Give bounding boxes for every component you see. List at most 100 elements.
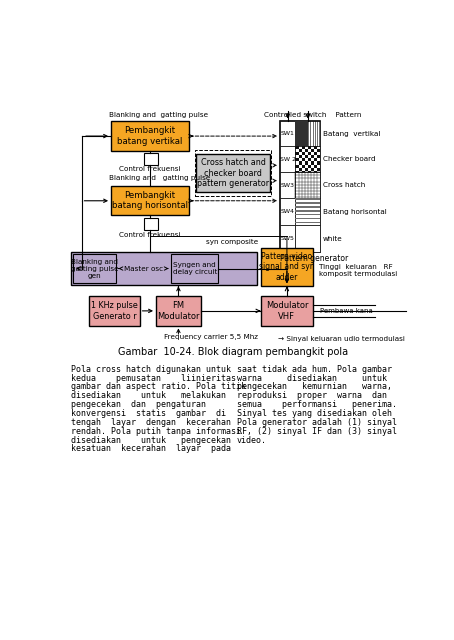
Bar bbox=[314, 159, 317, 161]
Bar bbox=[143, 218, 158, 230]
Text: disediakan    untuk   pengecekan: disediakan untuk pengecekan bbox=[71, 436, 231, 445]
Bar bbox=[280, 225, 296, 252]
Bar bbox=[311, 168, 314, 171]
Text: → Sinyal keluaran udio termodulasi: → Sinyal keluaran udio termodulasi bbox=[278, 335, 405, 342]
Bar bbox=[172, 254, 218, 283]
Bar bbox=[314, 146, 317, 149]
Bar bbox=[296, 221, 320, 223]
Bar bbox=[296, 159, 299, 161]
Bar bbox=[71, 252, 257, 285]
Bar bbox=[317, 161, 320, 164]
Text: 1 KHz pulse
Generato r: 1 KHz pulse Generato r bbox=[91, 301, 138, 321]
Bar bbox=[308, 146, 311, 149]
Bar bbox=[280, 198, 296, 225]
Bar bbox=[301, 146, 305, 149]
Bar bbox=[296, 202, 320, 204]
Text: pengecekan  dan  pengaturan: pengecekan dan pengaturan bbox=[71, 400, 206, 409]
Text: SW 2: SW 2 bbox=[280, 157, 296, 162]
Text: white: white bbox=[323, 236, 342, 242]
Bar bbox=[296, 225, 320, 252]
Text: Syngen and
delay circuit: Syngen and delay circuit bbox=[173, 262, 217, 275]
Bar bbox=[301, 159, 305, 161]
Bar bbox=[317, 149, 320, 152]
Bar bbox=[305, 161, 308, 164]
Bar bbox=[296, 122, 320, 146]
Text: FM
Modulator: FM Modulator bbox=[157, 301, 200, 321]
Text: Frequency carrier 5,5 Mhz: Frequency carrier 5,5 Mhz bbox=[164, 334, 258, 340]
Bar bbox=[314, 171, 317, 174]
Text: kedua    pemusatan    liinieritas: kedua pemusatan liinieritas bbox=[71, 374, 236, 383]
Bar bbox=[296, 210, 320, 212]
Text: Pembangkit
batang vertikal: Pembangkit batang vertikal bbox=[117, 126, 183, 146]
Text: saat tidak ada hum. Pola gambar: saat tidak ada hum. Pola gambar bbox=[237, 365, 391, 374]
Bar bbox=[280, 122, 320, 252]
Bar bbox=[314, 164, 317, 168]
Bar bbox=[111, 122, 188, 150]
Text: semua    performansi   penerima.: semua performansi penerima. bbox=[237, 400, 396, 409]
Bar bbox=[305, 156, 308, 159]
Bar bbox=[305, 168, 308, 171]
Text: kesatuan  kecerahan  layar  pada: kesatuan kecerahan layar pada bbox=[71, 444, 231, 454]
Text: konvergensi  statis  gambar  di: konvergensi statis gambar di bbox=[71, 409, 226, 418]
Bar bbox=[196, 154, 270, 192]
Text: Controlled switch    Pattern: Controlled switch Pattern bbox=[264, 112, 362, 118]
Text: Pola cross hatch digunakan untuk: Pola cross hatch digunakan untuk bbox=[71, 365, 231, 374]
Text: Cross hatch and
checker board
pattern generator: Cross hatch and checker board pattern ge… bbox=[197, 158, 269, 188]
Text: SW3: SW3 bbox=[281, 183, 295, 188]
Text: pengecekan   kemurnian   warna,: pengecekan kemurnian warna, bbox=[237, 383, 391, 392]
Bar bbox=[195, 150, 271, 196]
Bar bbox=[308, 152, 311, 156]
Text: Control frekuensi: Control frekuensi bbox=[119, 166, 181, 172]
Bar bbox=[280, 146, 296, 172]
Text: Pattern generator: Pattern generator bbox=[280, 254, 348, 263]
Text: tengah  layar  dengan  kecerahan: tengah layar dengan kecerahan bbox=[71, 418, 231, 427]
Bar bbox=[280, 122, 296, 146]
Bar bbox=[296, 172, 320, 198]
Bar bbox=[296, 218, 320, 220]
Bar bbox=[143, 153, 158, 165]
Bar bbox=[89, 296, 140, 326]
Bar bbox=[296, 214, 320, 216]
Bar bbox=[311, 149, 314, 152]
Text: Batang  vertikal: Batang vertikal bbox=[323, 131, 380, 137]
Text: SW1: SW1 bbox=[281, 131, 295, 136]
Bar bbox=[296, 146, 320, 172]
Bar bbox=[111, 186, 188, 216]
Text: syn composite: syn composite bbox=[206, 239, 258, 245]
Text: Pembangkit
batang horisontal: Pembangkit batang horisontal bbox=[112, 191, 188, 211]
Bar bbox=[299, 156, 301, 159]
Bar bbox=[296, 198, 320, 225]
Bar bbox=[311, 161, 314, 164]
Text: Gambar  10-24. Blok diagram pembangkit pola: Gambar 10-24. Blok diagram pembangkit po… bbox=[118, 348, 348, 358]
Text: Pattern video
signal and syn
adder: Pattern video signal and syn adder bbox=[259, 252, 315, 282]
Text: SW4: SW4 bbox=[281, 209, 295, 214]
Bar bbox=[308, 159, 311, 161]
Text: SW5: SW5 bbox=[281, 236, 295, 241]
Bar bbox=[301, 152, 305, 156]
Bar bbox=[296, 146, 299, 149]
Bar bbox=[156, 296, 201, 326]
Text: Pembawa kana: Pembawa kana bbox=[320, 308, 373, 314]
Text: rendah. Pola putih tanpa informasi: rendah. Pola putih tanpa informasi bbox=[71, 427, 241, 436]
Bar bbox=[296, 122, 308, 146]
Text: Master osc: Master osc bbox=[123, 266, 163, 271]
Bar bbox=[317, 168, 320, 171]
Bar bbox=[299, 168, 301, 171]
Bar bbox=[299, 149, 301, 152]
Bar bbox=[296, 171, 299, 174]
Text: Control frekuensi: Control frekuensi bbox=[119, 232, 181, 237]
Text: Tinggi  keluaran   RF
komposit termodulasi: Tinggi keluaran RF komposit termodulasi bbox=[319, 264, 397, 277]
Text: Checker board: Checker board bbox=[323, 156, 375, 162]
Bar bbox=[296, 198, 320, 200]
Bar bbox=[296, 152, 299, 156]
Bar bbox=[317, 156, 320, 159]
Text: Blanking and
gatting pulse
gen: Blanking and gatting pulse gen bbox=[70, 259, 118, 278]
Text: gambar dan aspect ratio. Pola titik: gambar dan aspect ratio. Pola titik bbox=[71, 383, 246, 392]
Bar bbox=[261, 248, 313, 286]
Bar bbox=[311, 156, 314, 159]
Text: video.: video. bbox=[237, 436, 266, 445]
Text: Modulator
VHF: Modulator VHF bbox=[266, 301, 308, 321]
Bar bbox=[308, 164, 311, 168]
Bar bbox=[73, 254, 116, 283]
Bar bbox=[296, 206, 320, 208]
